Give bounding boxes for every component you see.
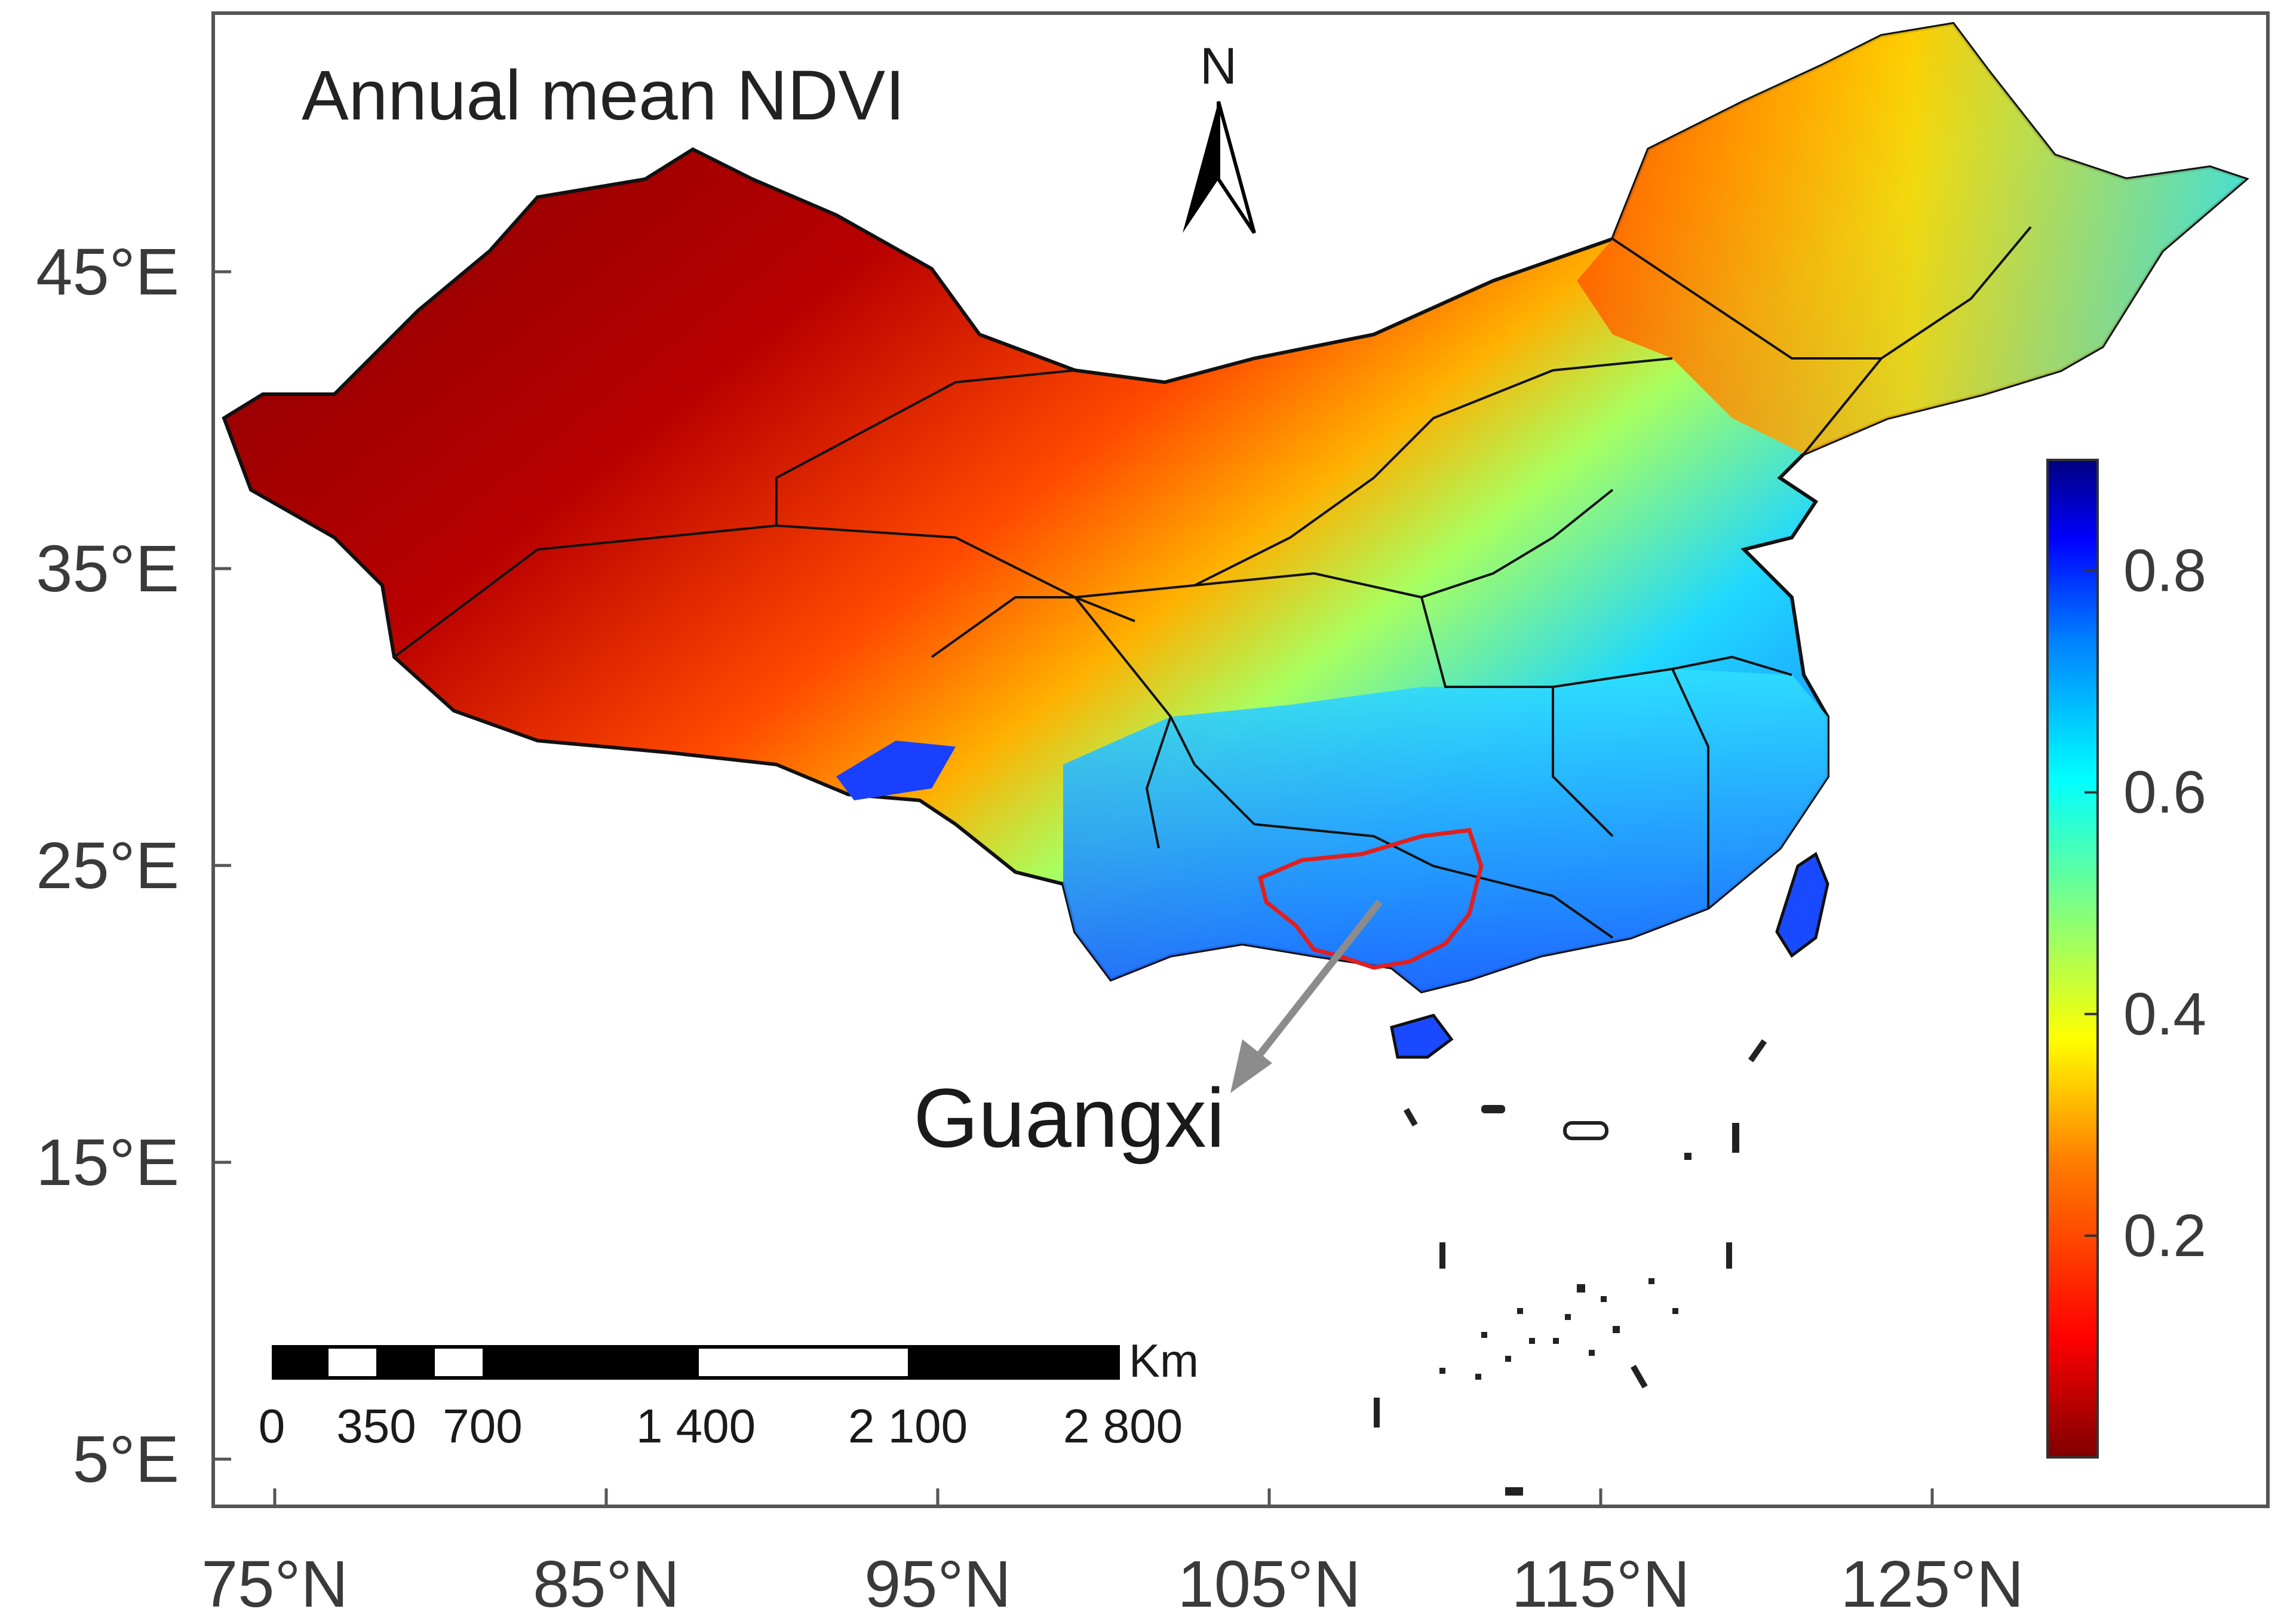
china-map [222, 22, 2249, 1059]
tibet-blue-patch [836, 741, 956, 800]
scale-bar-unit: Km [1129, 1334, 1199, 1387]
colorbar-tick-label: 0.4 [2123, 981, 2206, 1048]
x-tick-label: 105°N [1178, 1548, 1361, 1621]
north-arrow-right-half [1217, 101, 1256, 234]
colorbar-gradient [2046, 459, 2099, 1459]
y-tick-label: 25°E [36, 829, 179, 902]
scale-tick-label: 700 [443, 1399, 522, 1453]
south-china-sea-islands [1374, 1039, 1767, 1496]
scale-tick-label: 1 400 [636, 1399, 756, 1453]
map-title: Annual mean NDVI [302, 56, 905, 135]
y-tick-label: 35°E [36, 532, 179, 606]
colorbar: 0.8 0.6 0.4 0.2 [2046, 459, 2206, 1459]
colorbar-tick-label: 0.2 [2123, 1202, 2206, 1269]
north-arrow: N [1183, 38, 1256, 234]
y-tick-label: 15°E [36, 1126, 179, 1199]
taiwan-island [1775, 852, 1829, 958]
scale-tick-label: 2 800 [1063, 1399, 1183, 1453]
hainan-island [1390, 1014, 1454, 1059]
x-tick-label: 95°N [864, 1548, 1011, 1621]
scale-bar-base [272, 1345, 1120, 1380]
south-region [1063, 669, 1828, 991]
guangxi-label: Guangxi [913, 1071, 1224, 1165]
x-tick-label: 115°N [1512, 1548, 1690, 1621]
guangxi-arrow [1230, 900, 1383, 1093]
y-axis: 45°E 35°E 25°E 15°E 5°E [36, 235, 231, 1496]
province-borders [393, 226, 2032, 939]
north-arrow-left-half [1183, 102, 1218, 233]
colorbar-tick-label: 0.6 [2123, 759, 2206, 826]
scale-tick-label: 2 100 [848, 1399, 968, 1453]
scale-tick-label: 350 [336, 1399, 416, 1453]
colorbar-tick-label: 0.8 [2123, 538, 2206, 604]
north-label: N [1200, 38, 1237, 95]
x-axis: 75°N 85°N 95°N 105°N 115°N 125°N [201, 1488, 2024, 1621]
y-tick-label: 45°E [36, 235, 179, 309]
y-tick-label: 5°E [72, 1423, 179, 1496]
guangxi-outline [1257, 828, 1484, 970]
scale-bar: Km 0 350 700 1 400 2 100 2 800 [259, 1334, 1199, 1453]
x-tick-label: 125°N [1841, 1548, 2024, 1621]
scale-tick-label: 0 [259, 1399, 285, 1453]
x-tick-label: 75°N [201, 1548, 348, 1621]
x-tick-label: 85°N [533, 1548, 680, 1621]
northeast-region [1577, 24, 2246, 454]
